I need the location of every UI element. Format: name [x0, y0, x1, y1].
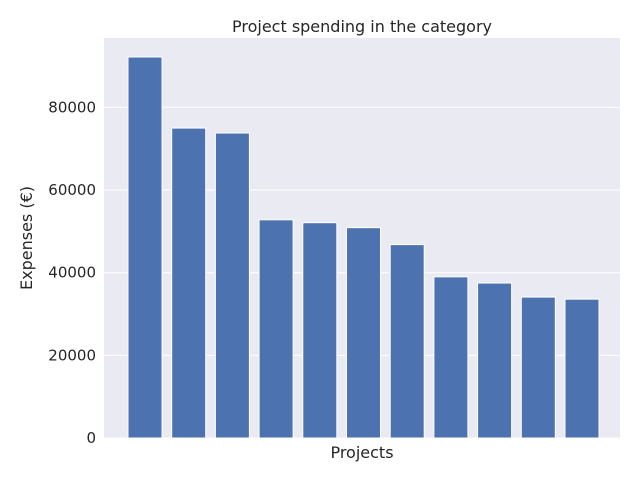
- y-tick-label: 20000: [48, 346, 96, 364]
- bar: [171, 127, 207, 439]
- bar: [302, 222, 338, 439]
- chart-title: Project spending in the category: [232, 17, 492, 36]
- bar: [477, 282, 513, 439]
- bar: [433, 276, 469, 439]
- y-axis-label: Expenses (€): [17, 186, 36, 290]
- bars: [127, 56, 600, 439]
- bar: [520, 296, 556, 439]
- y-tick-labels: 0 20000 40000 60000 80000: [48, 98, 96, 447]
- bar: [346, 227, 381, 439]
- x-axis-label: Projects: [330, 443, 393, 462]
- bar: [127, 56, 163, 439]
- y-tick-label: 0: [86, 429, 96, 447]
- bar: [258, 219, 294, 439]
- y-tick-label: 80000: [48, 98, 96, 116]
- y-tick-label: 40000: [48, 264, 96, 282]
- bar: [389, 244, 425, 439]
- bar: [214, 132, 250, 439]
- bar: [564, 298, 600, 439]
- y-tick-label: 60000: [48, 181, 96, 199]
